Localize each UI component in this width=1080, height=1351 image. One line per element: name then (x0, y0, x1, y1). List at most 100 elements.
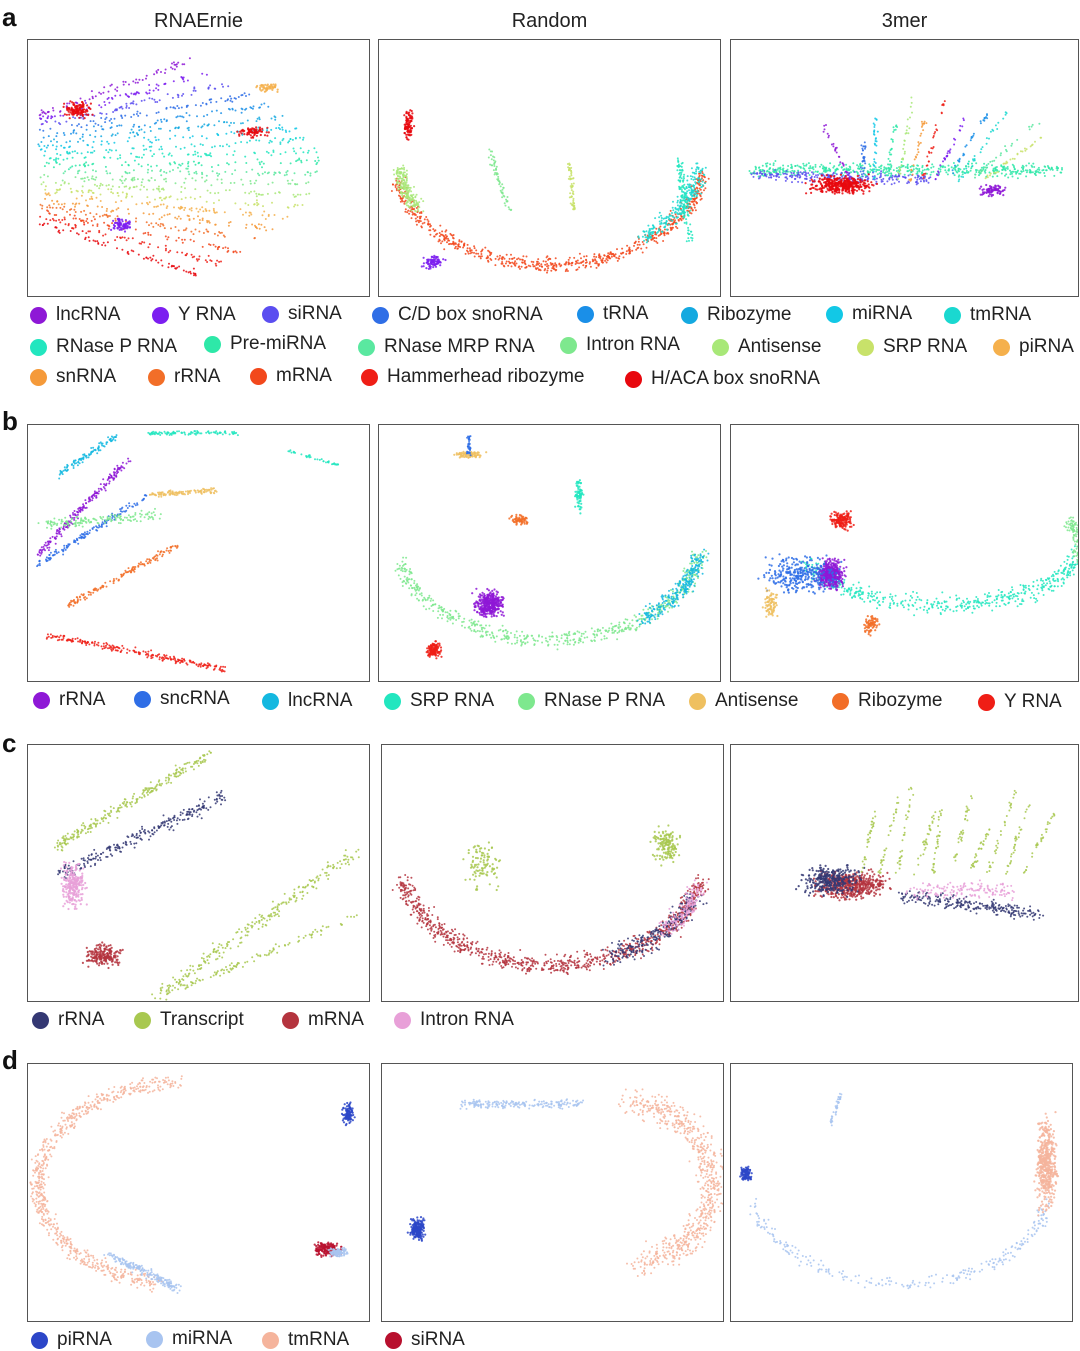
legend-marker (134, 1011, 151, 1029)
legend-b-lncrna: lncRNA (262, 690, 352, 712)
legend-label: Transcript (160, 1009, 244, 1030)
legend-marker (978, 693, 995, 711)
legend-c-transcript: Transcript (134, 1009, 244, 1031)
legend-label: Antisense (738, 336, 822, 357)
legend-a-hammerhead-ribozyme: Hammerhead ribozyme (361, 366, 584, 388)
legend-label: sncRNA (160, 688, 230, 709)
legend-marker (134, 690, 151, 708)
legend-a-srp-rna: SRP RNA (857, 336, 967, 358)
plot-c-rnaernie (27, 744, 370, 1002)
plot-b-random (378, 424, 721, 682)
legend-label: rRNA (59, 689, 106, 710)
legend-marker (385, 1331, 402, 1349)
legend-marker (361, 368, 378, 386)
legend-marker (204, 335, 221, 353)
legend-d-tmrna: tmRNA (262, 1329, 349, 1351)
legend-a-ribozyme: Ribozyme (681, 304, 791, 326)
legend-label: Intron RNA (586, 334, 680, 355)
section-letter-d: d (2, 1045, 18, 1075)
legend-marker (30, 306, 47, 324)
legend-a-pre-mirna: Pre-miRNA (204, 333, 326, 355)
legend-label: siRNA (411, 1329, 465, 1350)
legend-label: SRP RNA (410, 690, 495, 711)
legend-marker (993, 338, 1010, 356)
plot-d-random (381, 1063, 724, 1322)
legend-marker (282, 1011, 299, 1029)
legend-label: rRNA (58, 1009, 105, 1030)
legend-a-pirna: piRNA (993, 336, 1074, 358)
legend-label: lncRNA (288, 690, 353, 711)
legend-a-sirna: siRNA (262, 303, 342, 325)
legend-label: lncRNA (56, 304, 121, 325)
legend-marker (152, 306, 169, 324)
legend-a-tmrna: tmRNA (944, 304, 1031, 326)
legend-marker (31, 1331, 48, 1349)
plot-a-rnaernie (27, 39, 370, 297)
legend-a-intron-rna: Intron RNA (560, 334, 680, 356)
column-title-random: Random (511, 10, 588, 32)
legend-marker (30, 368, 47, 386)
legend-label: RNase P RNA (544, 690, 666, 711)
legend-a-rnase-mrp-rna: RNase MRP RNA (358, 336, 535, 358)
legend-a-lncrna: lncRNA (30, 304, 120, 326)
legend-b-yrna: Y RNA (978, 691, 1062, 713)
legend-marker (518, 692, 535, 710)
plot-c-3mer (730, 744, 1079, 1002)
legend-a-mirna: miRNA (826, 303, 912, 325)
legend-marker (625, 370, 642, 388)
legend-label: Hammerhead ribozyme (387, 366, 585, 387)
legend-a-haca-box-snorna: H/ACA box snoRNA (625, 368, 820, 390)
legend-marker (262, 305, 279, 323)
plot-b-3mer (730, 424, 1079, 682)
legend-label: piRNA (57, 1329, 112, 1350)
legend-marker (681, 306, 698, 324)
legend-label: Antisense (715, 690, 799, 711)
legend-marker (262, 692, 279, 710)
legend-label: miRNA (172, 1328, 233, 1349)
legend-label: piRNA (1019, 336, 1074, 357)
legend-c-mrna: mRNA (282, 1009, 364, 1031)
legend-label: Y RNA (1004, 691, 1062, 712)
legend-label: RNase P RNA (56, 336, 178, 357)
plot-b-rnaernie (27, 424, 370, 682)
legend-label: C/D box snoRNA (398, 304, 543, 325)
plot-a-random (378, 39, 721, 297)
legend-label: Intron RNA (420, 1009, 514, 1030)
legend-label: Ribozyme (858, 690, 943, 711)
legend-marker (33, 691, 50, 709)
legend-a-snrna: snRNA (30, 366, 116, 388)
legend-marker (148, 368, 165, 386)
legend-label: H/ACA box snoRNA (651, 368, 820, 389)
legend-c-rrna: rRNA (32, 1009, 104, 1031)
legend-label: tmRNA (288, 1329, 350, 1350)
legend-marker (30, 338, 47, 356)
legend-a-cd-box-snorna: C/D box snoRNA (372, 304, 543, 326)
legend-c-intron-rna: Intron RNA (394, 1009, 514, 1031)
legend-label: tRNA (603, 303, 649, 324)
legend-label: snRNA (56, 366, 117, 387)
legend-d-pirna: piRNA (31, 1329, 112, 1351)
legend-b-rnase-p-rna: RNase P RNA (518, 690, 665, 712)
legend-marker (857, 338, 874, 356)
legend-label: tmRNA (970, 304, 1032, 325)
legend-label: SRP RNA (883, 336, 968, 357)
legend-label: Pre-miRNA (230, 333, 327, 354)
section-letter-a: a (2, 2, 17, 32)
plot-d-rnaernie (27, 1063, 370, 1322)
legend-marker (384, 692, 401, 710)
legend-marker (560, 336, 577, 354)
legend-label: siRNA (288, 303, 342, 324)
legend-d-sirna: siRNA (385, 1329, 465, 1351)
plot-d-3mer (730, 1063, 1073, 1322)
column-title-3mer: 3mer (881, 10, 928, 32)
legend-label: miRNA (852, 303, 913, 324)
legend-a-rrna: rRNA (148, 366, 220, 388)
legend-label: RNase MRP RNA (384, 336, 535, 357)
legend-marker (577, 305, 594, 323)
legend-marker (250, 367, 267, 385)
section-letter-b: b (2, 406, 18, 436)
legend-a-mrna: mRNA (250, 365, 332, 387)
plot-a-3mer (730, 39, 1079, 297)
plot-c-random (381, 744, 724, 1002)
legend-label: mRNA (308, 1009, 364, 1030)
